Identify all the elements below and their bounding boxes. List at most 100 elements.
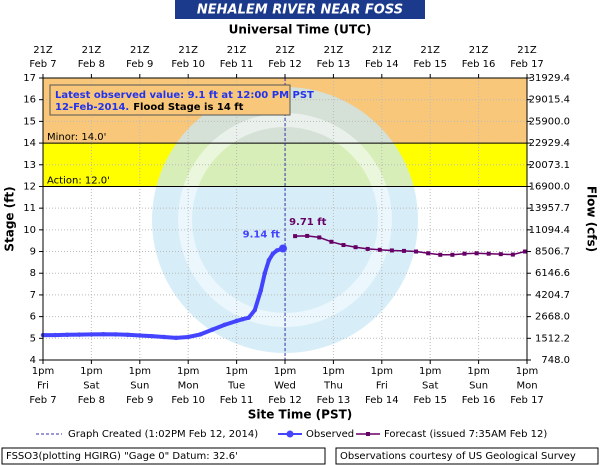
observed-point xyxy=(101,331,106,337)
observed-point xyxy=(113,332,118,337)
observed-point xyxy=(234,318,239,324)
x2-tick-label: Feb 16 xyxy=(462,59,496,70)
x2-tick-label: Feb 8 xyxy=(78,59,105,70)
observed-point xyxy=(252,307,257,313)
x-tick-label: 1pm xyxy=(274,366,296,377)
x-tick-label: 1pm xyxy=(80,366,102,377)
y2-axis-title: Flow (cfs) xyxy=(585,186,599,252)
observed-point xyxy=(52,332,58,338)
x2-tick-label: 21Z xyxy=(33,45,53,56)
chart-title: NEHALEM RIVER NEAR FOSS xyxy=(197,3,403,18)
y-tick-label: 15 xyxy=(23,116,36,127)
forecast-point xyxy=(438,252,443,257)
forecast-point xyxy=(305,233,310,238)
y-tick-label: 4 xyxy=(30,355,36,366)
forecast-point xyxy=(329,239,334,244)
y-tick-label: 12 xyxy=(23,181,36,192)
observed-point xyxy=(137,333,142,338)
annotation: Latest observed value: 9.1 ft at 12:00 P… xyxy=(55,90,314,101)
legend-icon xyxy=(286,430,294,438)
observed-point xyxy=(258,288,263,293)
x2-tick-label: Feb 15 xyxy=(413,59,447,70)
forecast-point xyxy=(450,252,455,257)
y2-tick-label: 16900.0 xyxy=(529,181,570,192)
forecast-point xyxy=(341,243,346,248)
x-tick-label: Fri xyxy=(376,381,388,392)
observed-point xyxy=(270,251,276,256)
forecast-point xyxy=(462,251,467,256)
x-tick-label: Feb 17 xyxy=(510,395,544,406)
observed-point xyxy=(173,335,179,341)
observed-point xyxy=(65,332,70,338)
x2-tick-label: 21Z xyxy=(227,45,247,56)
x2-tick-label: 21Z xyxy=(517,45,537,56)
x-tick-label: Tue xyxy=(227,381,245,392)
observed-point xyxy=(210,327,215,332)
y2-tick-label: 748.0 xyxy=(541,355,570,366)
threshold-label: Minor: 14.0' xyxy=(47,132,106,143)
x-tick-label: Sat xyxy=(83,381,99,392)
y2-tick-label: 25900.0 xyxy=(529,116,570,127)
x-tick-label: Mon xyxy=(516,381,537,392)
annotation: 12-Feb-2014. Flood Stage is 14 ft xyxy=(55,102,244,113)
y-tick-label: 5 xyxy=(30,333,36,344)
x-tick-label: Feb 16 xyxy=(462,395,496,406)
x-tick-label: Thu xyxy=(323,381,343,392)
forecast-point xyxy=(474,251,479,256)
x-tick-label: Fri xyxy=(37,381,49,392)
observed-point xyxy=(222,322,227,328)
forecast-point xyxy=(498,252,503,257)
x2-tick-label: 21Z xyxy=(178,45,198,56)
x-tick-label: Feb 12 xyxy=(268,395,302,406)
x2-tick-label: Feb 9 xyxy=(126,59,153,70)
annotation-flood: Flood Stage is 14 ft xyxy=(133,102,243,113)
x2-tick-label: Feb 13 xyxy=(317,59,351,70)
x-tick-label: Wed xyxy=(274,381,296,392)
observed-point xyxy=(89,332,94,337)
legend-icon xyxy=(366,432,370,436)
x2-tick-label: 21Z xyxy=(130,45,150,56)
x-tick-label: 1pm xyxy=(516,366,538,377)
footer-right-box xyxy=(335,447,599,465)
forecast-point xyxy=(377,247,382,252)
x-tick-label: Feb 9 xyxy=(126,395,153,406)
y-tick-label: 17 xyxy=(23,73,36,84)
y2-tick-label: 4204.7 xyxy=(535,290,570,301)
x-tick-label: 1pm xyxy=(32,366,54,377)
forecast-point xyxy=(414,249,419,254)
x2-tick-label: 21Z xyxy=(372,45,392,56)
x-tick-label: Feb 7 xyxy=(29,395,56,406)
observed-point xyxy=(186,334,191,340)
x-tick-label: 1pm xyxy=(467,366,489,377)
y-tick-label: 14 xyxy=(23,138,36,149)
forecast-point xyxy=(426,251,431,256)
footer-right: Observations courtesy of US Geological S… xyxy=(340,451,576,462)
observed-point xyxy=(262,271,268,276)
y2-tick-label: 11094.4 xyxy=(529,225,570,236)
y2-tick-label: 13957.7 xyxy=(529,203,570,214)
y2-tick-label: 31929.4 xyxy=(529,73,570,84)
forecast-point xyxy=(510,252,515,257)
x2-axis-title: Universal Time (UTC) xyxy=(229,23,372,37)
legend-label: Forecast (issued 7:35AM Feb 12) xyxy=(384,429,547,440)
legend-created-label: Graph Created (1:02PM Feb 12, 2014) xyxy=(68,429,258,440)
x-axis-title: Site Time (PST) xyxy=(248,408,353,422)
observed-point xyxy=(198,332,203,337)
observed-point xyxy=(278,244,287,253)
forecast-point xyxy=(401,248,406,253)
x-tick-label: Feb 8 xyxy=(78,395,105,406)
y-tick-label: 9 xyxy=(30,247,36,258)
y-axis-title: Stage (ft) xyxy=(3,186,17,251)
x-tick-label: Feb 10 xyxy=(171,395,205,406)
x2-tick-label: Feb 7 xyxy=(29,59,56,70)
x-tick-label: Sun xyxy=(130,381,149,392)
x2-tick-label: Feb 12 xyxy=(268,59,302,70)
y2-tick-label: 6146.6 xyxy=(535,268,570,279)
x2-tick-label: Feb 11 xyxy=(220,59,254,70)
y-tick-label: 10 xyxy=(23,225,36,236)
y-tick-label: 6 xyxy=(30,312,36,323)
forecast-point xyxy=(293,234,298,239)
value-label: 9.14 ft xyxy=(243,230,281,241)
x2-tick-label: 21Z xyxy=(324,45,344,56)
